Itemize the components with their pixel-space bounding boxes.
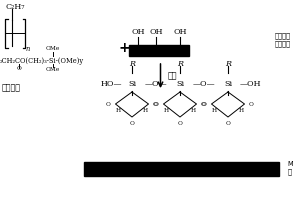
Text: OH: OH bbox=[149, 28, 163, 36]
Text: O: O bbox=[202, 102, 207, 106]
Text: M
玻: M 玻 bbox=[287, 161, 292, 175]
Text: 电化学免
的玻碳电: 电化学免 的玻碳电 bbox=[275, 33, 291, 47]
Text: —OH: —OH bbox=[240, 80, 261, 88]
Text: 水解: 水解 bbox=[168, 72, 178, 80]
Text: H: H bbox=[116, 108, 121, 113]
Text: Si: Si bbox=[128, 80, 136, 88]
Text: H: H bbox=[143, 108, 148, 113]
Text: O: O bbox=[106, 102, 111, 106]
Text: H: H bbox=[164, 108, 169, 113]
Text: R: R bbox=[177, 60, 183, 68]
Text: O: O bbox=[154, 102, 159, 106]
Text: R: R bbox=[129, 60, 135, 68]
Text: OH: OH bbox=[173, 28, 187, 36]
Text: 壳壳聚脂: 壳壳聚脂 bbox=[2, 83, 20, 92]
Text: O: O bbox=[201, 102, 206, 106]
Text: Si: Si bbox=[224, 80, 232, 88]
Text: ₂CH₂CO(CH₂)₃-Si-(OMe)y: ₂CH₂CO(CH₂)₃-Si-(OMe)y bbox=[0, 57, 84, 65]
Text: O: O bbox=[153, 102, 158, 106]
Text: C₂H₇: C₂H₇ bbox=[6, 3, 26, 11]
Text: —O—: —O— bbox=[193, 80, 215, 88]
Text: O: O bbox=[17, 66, 22, 72]
Text: H: H bbox=[191, 108, 196, 113]
Text: R: R bbox=[225, 60, 231, 68]
Text: OMe: OMe bbox=[45, 46, 60, 51]
Text: OMe: OMe bbox=[45, 67, 60, 72]
Text: HO—: HO— bbox=[100, 80, 122, 88]
Text: n: n bbox=[26, 45, 30, 53]
Text: H: H bbox=[239, 108, 244, 113]
Text: O: O bbox=[130, 121, 134, 126]
Text: OH: OH bbox=[131, 28, 145, 36]
Bar bbox=[84, 162, 279, 176]
Text: —O—: —O— bbox=[145, 80, 167, 88]
Text: O: O bbox=[249, 102, 254, 106]
Text: H: H bbox=[212, 108, 217, 113]
Bar bbox=[129, 45, 189, 56]
Text: Si: Si bbox=[176, 80, 184, 88]
Text: O: O bbox=[178, 121, 182, 126]
Text: +: + bbox=[119, 41, 130, 55]
Text: O: O bbox=[226, 121, 230, 126]
